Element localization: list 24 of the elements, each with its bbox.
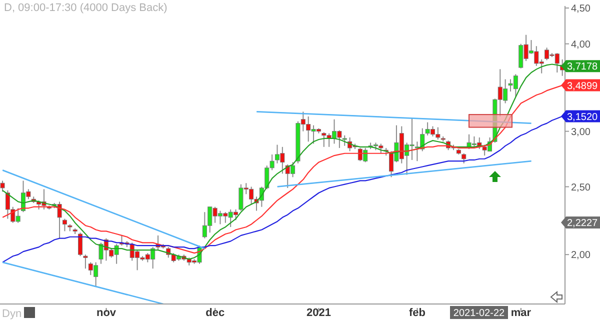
annotation: 3,4899 <box>567 80 598 92</box>
y-tick-label: 4,00 <box>571 39 591 50</box>
x-tick-label: dec <box>206 307 225 319</box>
y-tick-label: 2,00 <box>571 250 591 262</box>
x-tick-label: mar <box>510 307 532 319</box>
text: 2021-02-22 <box>453 308 506 319</box>
candlestick <box>62 218 67 232</box>
candlestick <box>78 232 83 257</box>
candlestick <box>83 254 88 270</box>
text: Dyn <box>2 308 22 320</box>
y-tick-label: 2,50 <box>571 182 591 194</box>
x-tick-label: nov <box>96 307 117 319</box>
candlestick <box>342 134 347 146</box>
annotation: 3,7178 <box>567 62 598 73</box>
y-tick-label: 3,00 <box>571 126 591 138</box>
candlestick <box>462 152 466 164</box>
candlestick <box>414 141 420 162</box>
x-tick-label: feb <box>409 307 426 319</box>
x-tick-label: 2021 <box>306 307 332 319</box>
candlestick <box>0 180 5 192</box>
y-tick-label: 4,50 <box>571 4 591 15</box>
annotation: 2,2227 <box>567 218 598 229</box>
chart-title: D, 09:00-17:30 (4000 Days Back) <box>4 2 168 14</box>
annotation: 3,1520 <box>567 112 598 123</box>
